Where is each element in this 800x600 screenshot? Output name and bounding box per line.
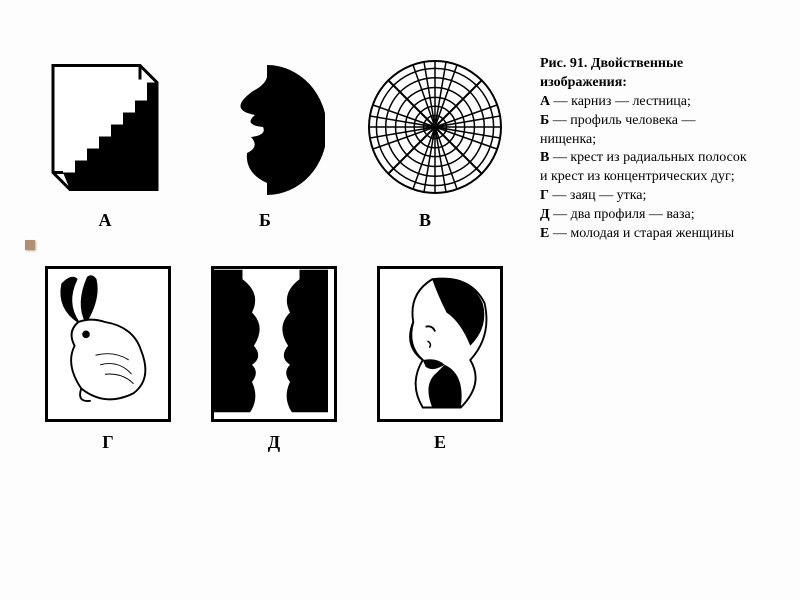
panel-label-v: В [419, 210, 431, 231]
panel-label-e: Е [434, 432, 446, 453]
panel-label-g: Г [102, 432, 113, 453]
panels-grid: А Б [45, 55, 535, 453]
figure: А Б [45, 55, 755, 545]
caption-line: Е — молодая и старая женщины [540, 225, 755, 244]
illusion-profile [205, 55, 325, 200]
illusion-cross [365, 55, 485, 200]
panel-label-b: Б [259, 210, 271, 231]
panel-label-d: Д [268, 432, 280, 453]
panel-b: Б [205, 55, 325, 231]
panel-g: Г [45, 266, 171, 453]
panel-a: А [45, 55, 165, 231]
caption-line: А — карниз — лестница; [540, 93, 755, 112]
caption-line: Д — два профиля — ваза; [540, 206, 755, 225]
caption-line: В — крест из радиальных полосок и крест … [540, 149, 755, 187]
panel-label-a: А [99, 210, 112, 231]
illusion-stairs [45, 55, 165, 200]
panel-row-2: Г Д [45, 266, 535, 453]
caption-line: Б — профиль человека — нищенка; [540, 112, 755, 150]
caption-title: Рис. 91. Двойственные изображения: [540, 55, 755, 93]
illusion-rabbit-duck [45, 266, 171, 422]
panel-v: В [365, 55, 485, 231]
illusion-vase [211, 266, 337, 422]
slide-bullet [25, 240, 35, 250]
panel-d: Д [211, 266, 337, 453]
illusion-woman [377, 266, 503, 422]
panel-e: Е [377, 266, 503, 453]
panel-row-1: А Б [45, 55, 535, 231]
caption-line: Г — заяц — утка; [540, 187, 755, 206]
figure-caption: Рис. 91. Двойственные изображения: А — к… [540, 55, 755, 244]
